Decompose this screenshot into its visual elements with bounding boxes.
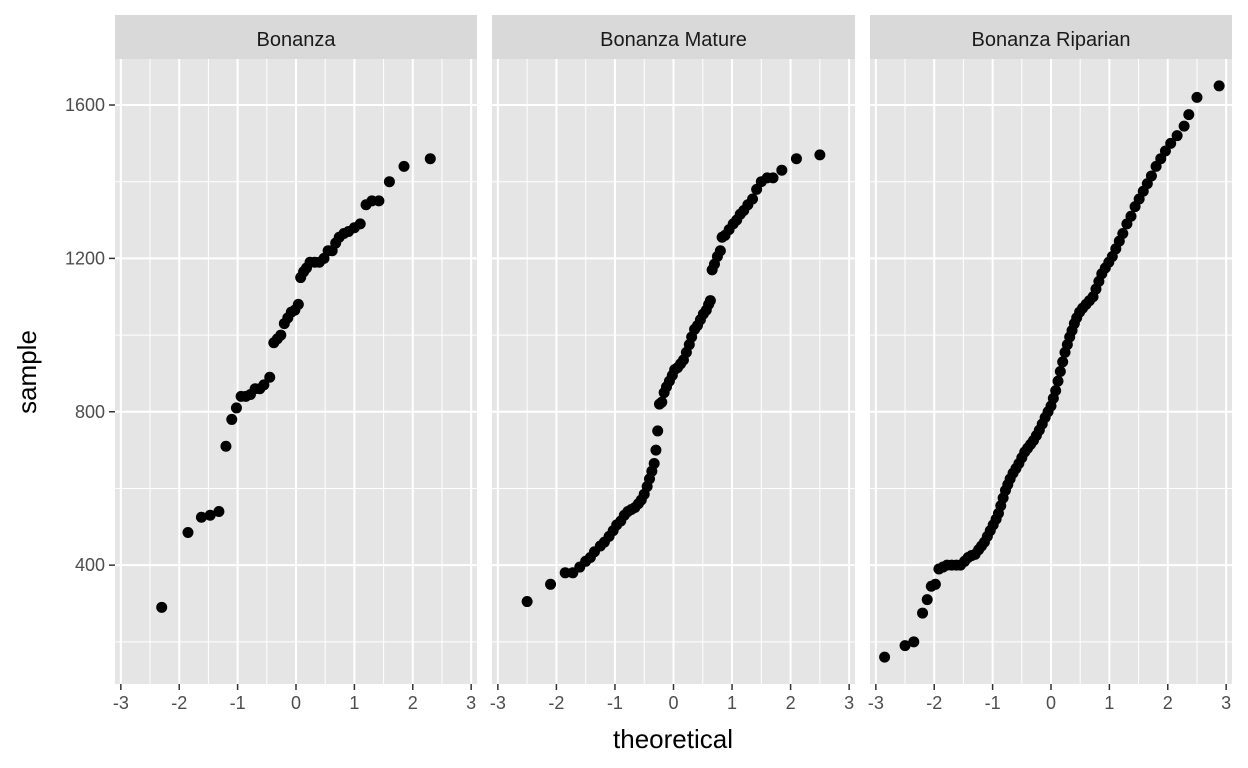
data-point (354, 218, 366, 230)
data-point (1165, 137, 1177, 149)
facet-title: Bonanza Riparian (972, 29, 1131, 51)
data-point (292, 298, 304, 310)
data-point (195, 511, 207, 523)
data-point (776, 164, 788, 176)
x-tick-label: -1 (607, 693, 623, 713)
facet-title: Bonanza (257, 29, 337, 51)
data-point (650, 444, 662, 456)
data-point (1145, 170, 1157, 182)
data-point (559, 567, 571, 579)
data-point (545, 578, 557, 590)
data-point (230, 402, 242, 414)
data-point (921, 594, 933, 606)
x-tick-label: 3 (1221, 693, 1231, 713)
data-point (879, 651, 891, 663)
data-point (656, 396, 668, 408)
data-point (226, 413, 238, 425)
facet-strip (870, 15, 1232, 59)
facet-panel: Bonanza Riparian -3 -2 -1 0 1 2 3 (868, 15, 1232, 713)
data-point (714, 245, 726, 257)
data-point (213, 505, 225, 517)
data-point (1052, 375, 1064, 387)
x-tick-label: 0 (291, 693, 301, 713)
y-tick-label: 1200 (65, 248, 105, 268)
x-tick-label: -1 (985, 693, 1001, 713)
x-tick-label: 2 (786, 693, 796, 713)
x-tick-label: -1 (230, 693, 246, 713)
data-point (1171, 130, 1183, 142)
x-tick-label: 3 (844, 693, 854, 713)
x-tick-label: -3 (490, 693, 506, 713)
data-point (220, 440, 232, 452)
data-point (704, 295, 716, 307)
y-axis: 400 800 1200 1600 (65, 95, 115, 575)
x-tick-label: 0 (1046, 693, 1056, 713)
y-axis-title: sample (12, 330, 42, 414)
data-point (648, 458, 660, 470)
x-tick-label: 1 (1104, 693, 1114, 713)
data-point (917, 607, 929, 619)
x-tick-label: -2 (171, 693, 187, 713)
facet-strip (115, 15, 477, 59)
data-point (1050, 385, 1062, 397)
facet-panel: Bonanza Mature -3 -2 -1 0 1 2 3 (490, 15, 855, 713)
x-tick-label: -2 (926, 693, 942, 713)
data-point (1159, 145, 1171, 157)
data-point (424, 153, 436, 165)
data-point (521, 596, 533, 608)
x-tick-label: 2 (408, 693, 418, 713)
x-tick-label: 2 (1163, 693, 1173, 713)
data-point (1125, 210, 1137, 222)
data-point (1213, 80, 1225, 92)
data-point (1183, 109, 1195, 121)
x-tick-label: -2 (548, 693, 564, 713)
x-tick-label: 3 (466, 693, 476, 713)
facet-strip (492, 15, 855, 59)
data-point (204, 509, 216, 521)
data-point (1054, 366, 1066, 377)
data-point (1191, 91, 1203, 103)
data-point (908, 636, 920, 648)
data-point (182, 527, 194, 539)
data-point (790, 153, 802, 165)
data-point (747, 193, 759, 205)
data-point (652, 425, 664, 437)
data-point (1057, 356, 1069, 368)
data-point (383, 176, 395, 188)
facet-panel: Bonanza -3 -2 -1 0 1 2 3 (113, 15, 477, 713)
x-tick-label: 1 (349, 693, 359, 713)
data-point (814, 149, 826, 161)
data-point (1117, 227, 1129, 239)
data-point (398, 160, 410, 172)
x-tick-label: -3 (113, 693, 129, 713)
y-tick-label: 800 (75, 402, 105, 422)
y-tick-label: 1600 (65, 95, 105, 115)
facet-panels: Bonanza -3 -2 -1 0 1 2 3 Bonanza Mature -3 -2 -1 0 1 2… (113, 15, 1232, 713)
data-point (1178, 120, 1190, 132)
y-tick-label: 400 (75, 555, 105, 575)
data-point (258, 379, 270, 391)
data-point (275, 329, 287, 341)
data-point (264, 371, 276, 383)
data-point (156, 601, 168, 613)
data-point (373, 195, 385, 207)
x-tick-label: -3 (868, 693, 884, 713)
facet-title: Bonanza Mature (600, 29, 747, 51)
data-point (767, 172, 779, 184)
data-point (929, 578, 941, 590)
x-tick-label: 1 (727, 693, 737, 713)
x-axis-title: theoretical (613, 724, 733, 754)
x-tick-label: 0 (668, 693, 678, 713)
data-point (899, 640, 911, 652)
